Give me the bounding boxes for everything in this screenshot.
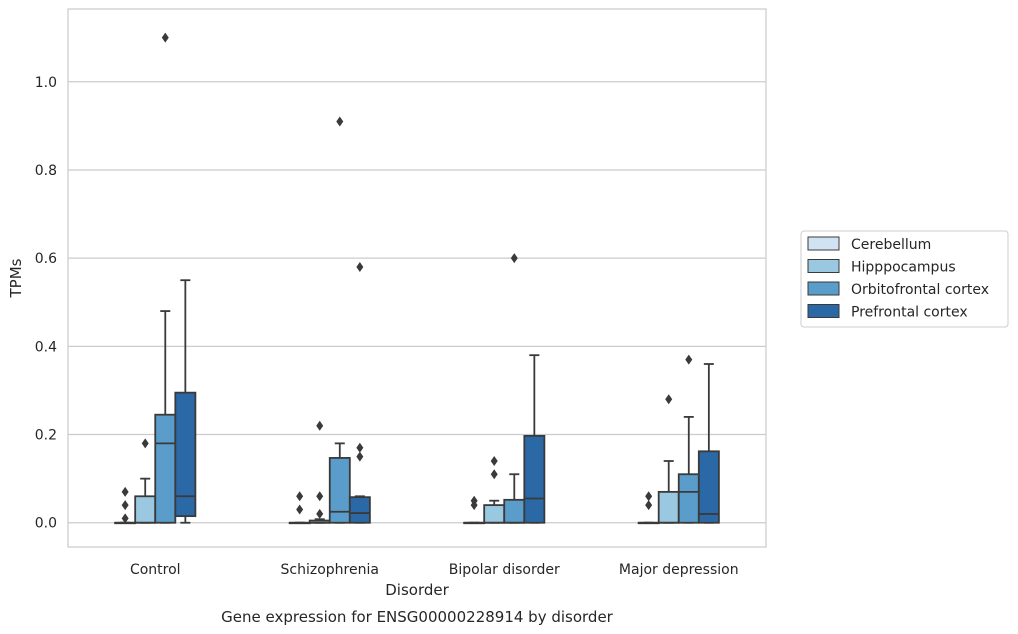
box-0-3 — [637, 491, 660, 525]
y-tick-label: 0.6 — [35, 251, 57, 267]
outlier-point — [645, 491, 653, 502]
box-1-3 — [657, 394, 680, 524]
box-body — [657, 490, 680, 524]
plot-marks — [114, 32, 720, 525]
box-body — [677, 473, 700, 524]
plot-frame — [67, 8, 767, 548]
legend-label: Hipppocampus — [851, 260, 956, 276]
legend-swatch — [807, 236, 840, 251]
x-tick-label: Major depression — [619, 562, 739, 578]
outlier-point — [296, 504, 304, 515]
box-body — [348, 496, 371, 524]
outlier-point — [121, 486, 129, 497]
x-axis-title: Disorder — [385, 581, 449, 599]
x-tick-label: Schizophrenia — [281, 562, 379, 578]
box-0-0 — [114, 486, 137, 525]
outlier-point — [645, 500, 653, 511]
y-tick-label: 1.0 — [35, 75, 57, 91]
outlier-point — [490, 456, 498, 467]
legend-label: Prefrontal cortex — [851, 305, 968, 321]
box-body — [523, 434, 546, 524]
outlier-point — [121, 500, 129, 511]
y-tick-label: 0.2 — [35, 428, 57, 444]
chart-caption: Gene expression for ENSG00000228914 by d… — [221, 608, 614, 626]
box-3-2 — [523, 354, 546, 524]
x-tick-label: Bipolar disorder — [449, 562, 560, 578]
outlier-point — [316, 420, 324, 431]
y-axis-title: TPMs — [7, 258, 25, 298]
box-0-1 — [288, 491, 311, 525]
outlier-point — [685, 354, 693, 365]
outlier-point — [296, 491, 304, 502]
outlier-point — [336, 116, 344, 127]
box-2-2 — [503, 253, 526, 524]
box-2-0 — [154, 32, 177, 524]
outlier-point — [470, 500, 478, 511]
legend: Cerebellum Hipppocampus Orbitofrontal cort… — [800, 230, 1009, 328]
box-body — [174, 391, 197, 518]
box-1-1 — [308, 420, 331, 524]
y-axis-ticks: 0.0 0.2 0.4 0.6 0.8 1.0 — [35, 75, 57, 532]
box-0-2 — [463, 495, 486, 525]
outlier-point — [510, 253, 518, 264]
box-body — [328, 457, 351, 524]
box-1-0 — [134, 438, 157, 524]
box-body — [503, 498, 526, 524]
outlier-point — [356, 442, 364, 453]
legend-label: Cerebellum — [851, 237, 931, 253]
box-body — [697, 450, 720, 524]
x-axis-ticks: Control Schizophrenia Bipolar disorder Majo… — [130, 562, 739, 578]
box-body — [483, 504, 506, 524]
box-body — [134, 495, 157, 524]
box-2-3 — [677, 354, 700, 524]
outlier-point — [490, 469, 498, 480]
box-body — [154, 413, 177, 524]
outlier-point — [356, 261, 364, 272]
outlier-point — [356, 451, 364, 462]
box-1-2 — [483, 456, 506, 524]
y-tick-label: 0.0 — [35, 516, 57, 532]
outlier-point — [161, 32, 169, 43]
outlier-point — [665, 394, 673, 405]
box-2-1 — [328, 116, 351, 524]
legend-swatch — [807, 281, 840, 296]
legend-label: Orbitofrontal cortex — [851, 282, 989, 298]
y-tick-label: 0.4 — [35, 339, 57, 355]
legend-swatch — [807, 259, 840, 273]
box-3-1 — [348, 261, 371, 524]
box-3-0 — [174, 279, 197, 524]
outlier-point — [121, 513, 129, 524]
outlier-point — [141, 438, 149, 449]
y-tick-label: 0.8 — [35, 163, 57, 179]
legend-swatch — [807, 304, 840, 318]
legend-frame — [800, 230, 1009, 328]
outlier-point — [316, 508, 324, 519]
outlier-point — [316, 491, 324, 502]
x-tick-label: Control — [130, 562, 181, 578]
box-3-3 — [697, 363, 720, 524]
